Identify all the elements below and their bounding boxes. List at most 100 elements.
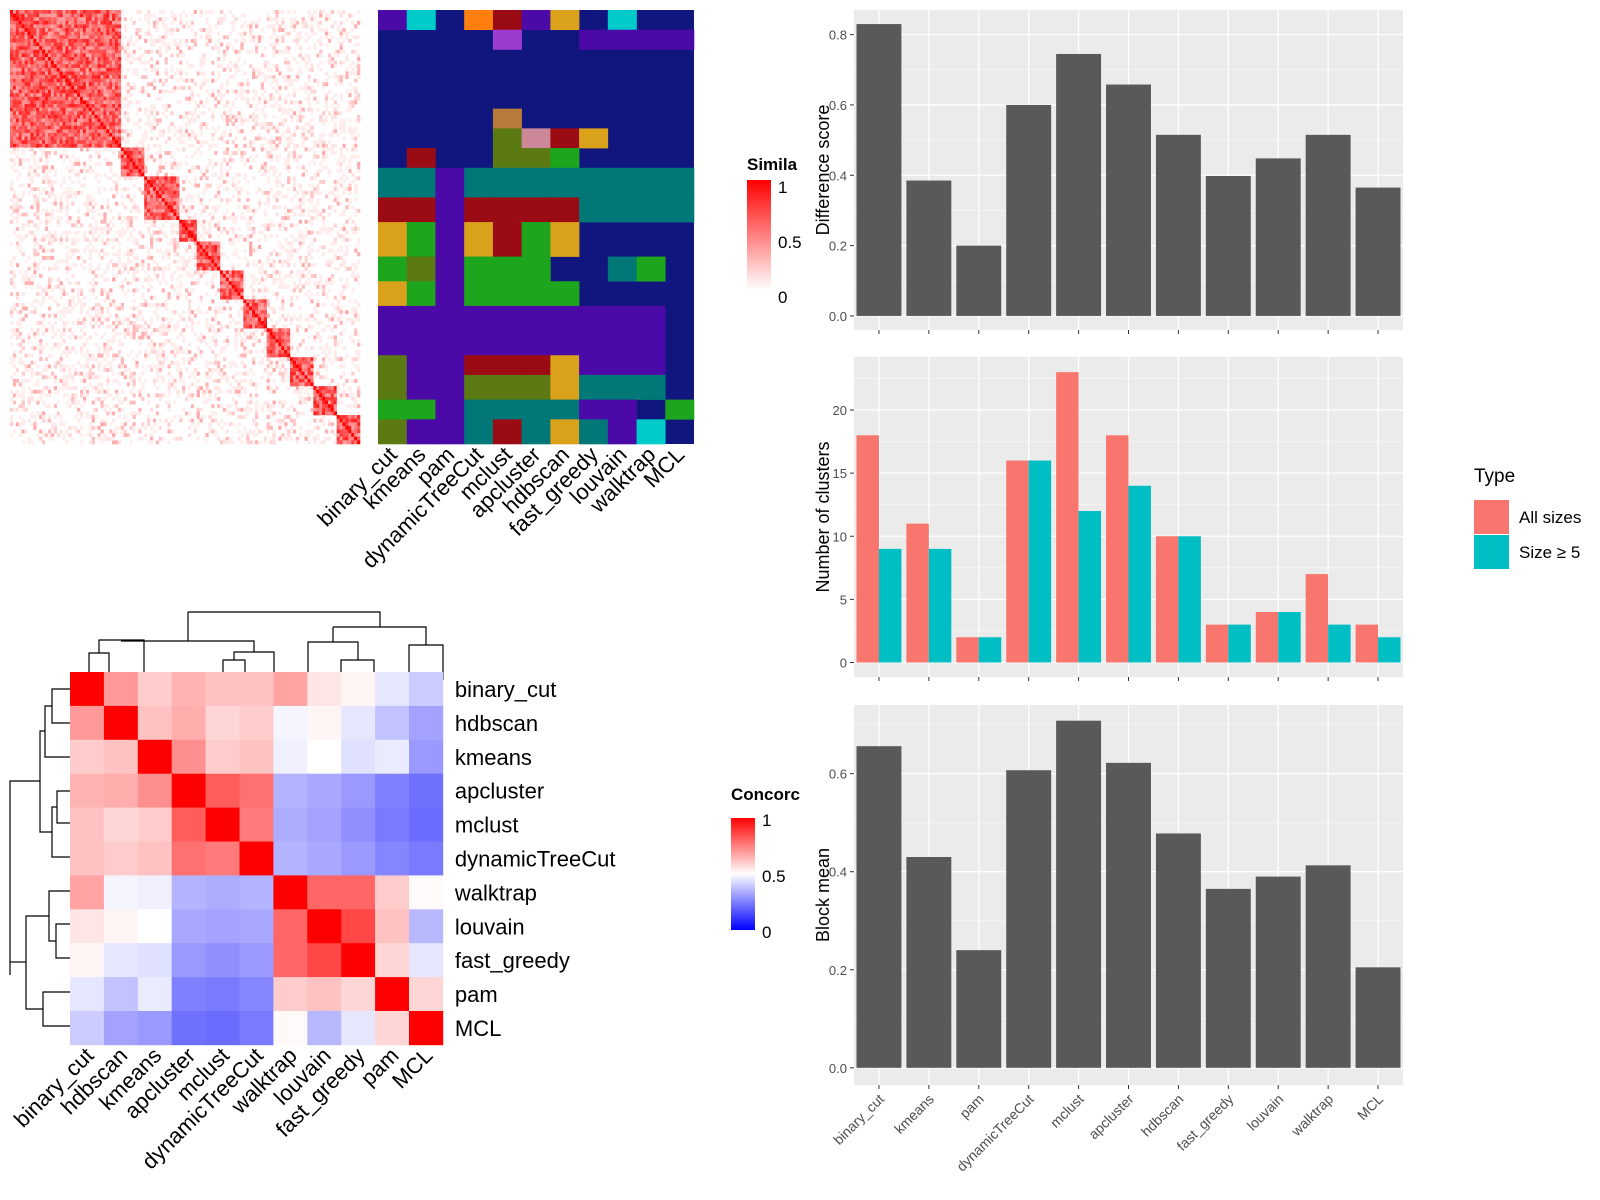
- similarity-cell: [91, 104, 95, 108]
- similarity-cell: [357, 64, 361, 69]
- similarity-cell: [342, 28, 346, 32]
- similarity-cell: [307, 129, 311, 134]
- similarity-cell: [10, 219, 14, 224]
- similarity-cell: [252, 96, 256, 101]
- similarity-cell: [24, 313, 28, 318]
- similarity-cell: [208, 328, 212, 333]
- similarity-cell: [342, 263, 346, 268]
- similarity-cell: [179, 292, 183, 297]
- similarity-cell: [295, 35, 300, 40]
- similarity-cell: [185, 125, 189, 130]
- similarity-cell: [65, 266, 69, 271]
- similarity-cell: [80, 107, 84, 112]
- similarity-cell: [36, 216, 40, 221]
- similarity-cell: [272, 223, 276, 228]
- similarity-cell: [330, 143, 335, 148]
- similarity-cell: [68, 82, 72, 87]
- similarity-cell: [56, 302, 60, 307]
- similarity-cell: [260, 125, 265, 130]
- similarity-cell: [190, 321, 195, 325]
- similarity-cell: [176, 194, 180, 199]
- similarity-cell: [158, 237, 162, 242]
- similarity-cell: [117, 57, 122, 61]
- similarity-cell: [27, 100, 31, 105]
- similarity-cell: [272, 85, 276, 90]
- similarity-cell: [103, 100, 107, 105]
- similarity-cell: [336, 306, 340, 311]
- similarity-cell: [176, 129, 180, 134]
- similarity-cell: [211, 259, 215, 264]
- similarity-cell: [77, 31, 81, 36]
- similarity-cell: [88, 154, 92, 159]
- similarity-cell: [15, 53, 20, 58]
- similarity-cell: [141, 132, 145, 137]
- similarity-cell: [42, 82, 46, 87]
- similarity-cell: [27, 183, 31, 188]
- similarity-cell: [59, 82, 63, 87]
- similarity-cell: [330, 24, 335, 29]
- similarity-cell: [112, 172, 116, 177]
- similarity-cell: [190, 118, 195, 123]
- similarity-cell: [103, 216, 107, 221]
- similarity-cell: [222, 284, 227, 289]
- similarity-cell: [50, 288, 55, 293]
- similarity-cell: [12, 104, 17, 108]
- similarity-cell: [88, 263, 92, 268]
- similarity-cell: [266, 24, 270, 29]
- similarity-cell: [50, 53, 55, 58]
- similarity-cell: [68, 53, 72, 58]
- similarity-cell: [187, 205, 192, 210]
- similarity-cell: [85, 208, 90, 213]
- similarity-cell: [275, 82, 279, 87]
- similarity-cell: [237, 190, 241, 195]
- similarity-cell: [330, 104, 335, 108]
- similarity-cell: [211, 172, 215, 177]
- similarity-cell: [272, 172, 276, 177]
- similarity-cell: [36, 53, 40, 58]
- similarity-cell: [173, 38, 177, 43]
- similarity-cell: [21, 28, 25, 32]
- similarity-cell: [85, 136, 90, 141]
- similarity-cell: [15, 89, 20, 94]
- similarity-cell: [138, 31, 142, 36]
- similarity-cell: [147, 158, 151, 163]
- similarity-cell: [205, 205, 209, 210]
- similarity-cell: [252, 67, 256, 72]
- similarity-cell: [249, 104, 253, 108]
- similarity-cell: [304, 64, 308, 69]
- similarity-cell: [115, 20, 119, 25]
- similarity-cell: [15, 64, 20, 69]
- similarity-cell: [301, 208, 305, 213]
- similarity-cell: [106, 122, 110, 127]
- similarity-cell: [222, 151, 227, 155]
- similarity-cell: [255, 248, 259, 253]
- similarity-cell: [234, 216, 238, 221]
- similarity-cell: [47, 179, 52, 184]
- similarity-cell: [42, 20, 46, 25]
- similarity-cell: [333, 151, 337, 155]
- similarity-cell: [179, 281, 183, 286]
- similarity-cell: [211, 245, 215, 249]
- similarity-cell: [138, 313, 142, 318]
- similarity-cell: [173, 172, 177, 177]
- similarity-cell: [117, 321, 122, 325]
- similarity-cell: [217, 321, 221, 325]
- similarity-cell: [36, 71, 40, 76]
- similarity-cell: [252, 176, 256, 181]
- similarity-cell: [196, 281, 200, 286]
- similarity-cell: [228, 129, 232, 134]
- similarity-cell: [100, 38, 104, 43]
- similarity-cell: [65, 78, 69, 83]
- similarity-cell: [36, 93, 40, 98]
- similarity-cell: [199, 143, 203, 148]
- similarity-cell: [120, 100, 125, 105]
- similarity-cell: [205, 270, 209, 275]
- similarity-cell: [82, 321, 87, 325]
- similarity-cell: [15, 46, 20, 51]
- similarity-cell: [33, 212, 37, 217]
- similarity-cell: [21, 143, 25, 148]
- similarity-cell: [260, 143, 265, 148]
- similarity-cell: [152, 118, 157, 123]
- similarity-cell: [21, 42, 25, 47]
- similarity-cell: [100, 122, 104, 127]
